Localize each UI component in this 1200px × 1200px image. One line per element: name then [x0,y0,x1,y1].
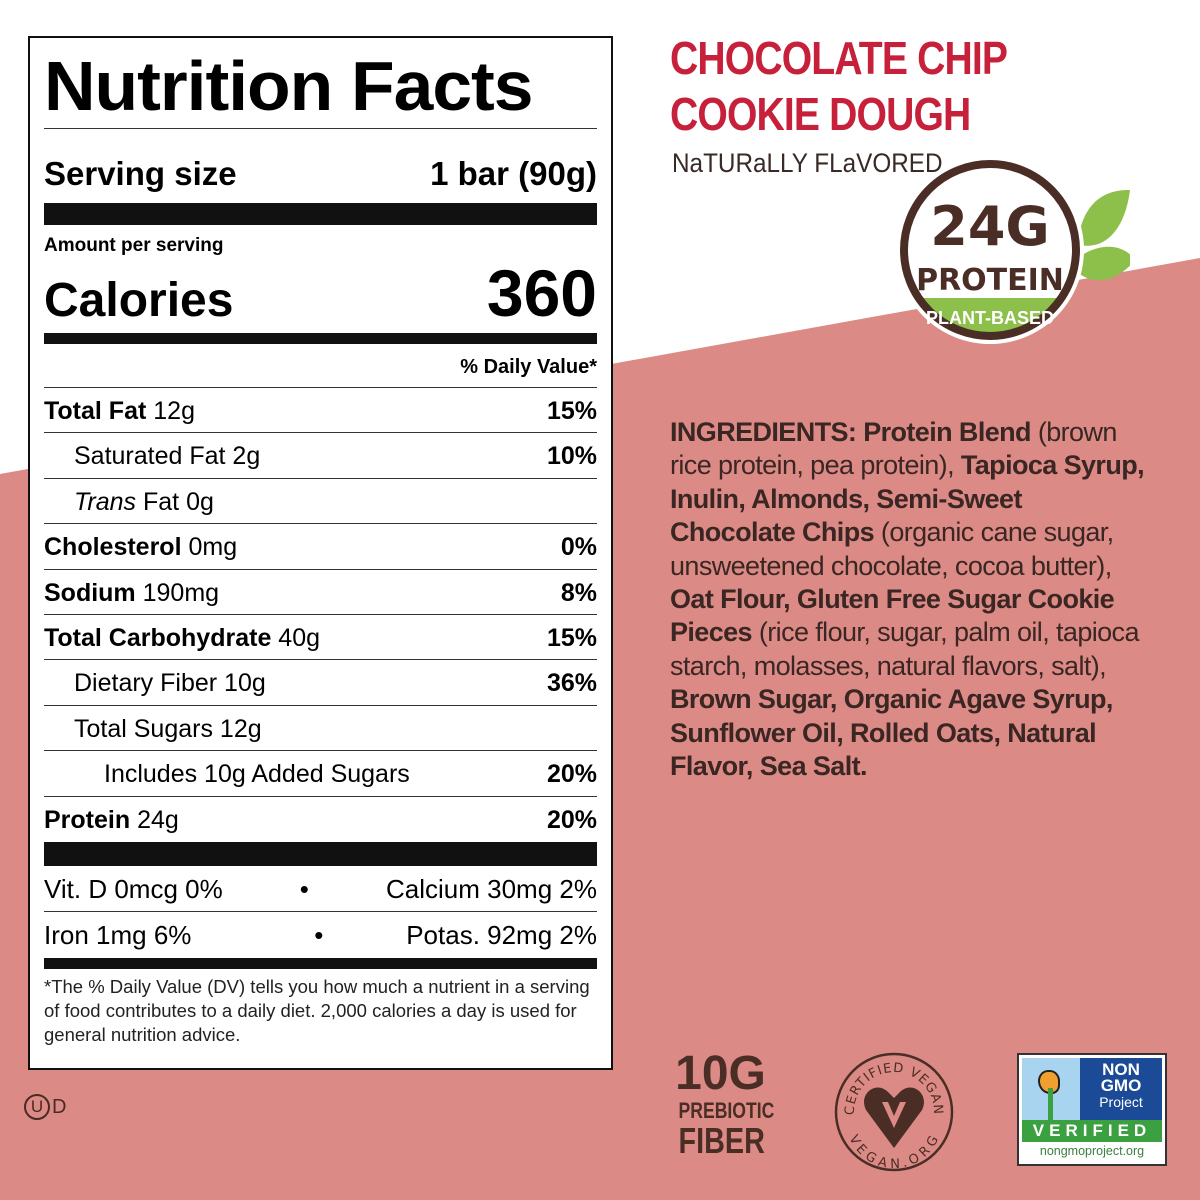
serving-value: 1 bar (90g) [430,155,597,192]
nutrient-row: Total Carbohydrate 40g 15% [44,615,597,661]
ingredients: INGREDIENTS: Protein Blend (brown rice p… [670,417,1145,782]
nutrient-row: Saturated Fat 2g 10% [44,433,597,479]
calories-label: Calories [44,274,234,327]
nutrient-row: Sodium 190mg 8% [44,570,597,615]
certified-vegan-badge: CERTIFIED VEGAN VEGAN.ORG [834,1052,954,1172]
nutrient-row: Trans Fat 0g [44,479,597,525]
nutrient-row: Protein 24g 20% [44,805,597,834]
nutrient-row: Includes 10g Added Sugars 20% [44,751,597,797]
product-title: CHOCOLATE CHIP COOKIE DOUGH [670,32,1008,140]
vitamin-row: Iron 1mg 6% • Potas. 92mg 2% [44,919,597,950]
daily-value-header: % Daily Value* [44,344,597,388]
svg-text:24G: 24G [930,195,1049,258]
nutrient-row: Cholesterol 0mg 0% [44,524,597,570]
vitamin-row: Vit. D 0mcg 0% • Calcium 30mg 2% [44,866,597,912]
nutrient-row: Total Fat 12g 15% [44,388,597,434]
footnote: *The % Daily Value (DV) tells you how mu… [44,975,590,1045]
butterfly-icon [1022,1058,1080,1120]
serving-label: Serving size [44,155,237,192]
nutrient-row: Dietary Fiber 10g 36% [44,660,597,706]
nutrition-title: Nutrition Facts [44,47,534,125]
leaf-icon [1075,190,1130,281]
svg-text:PROTEIN: PROTEIN [916,263,1064,298]
calories-row: Calories 360 [44,257,597,327]
non-gmo-badge: NON GMO Project VERIFIED nongmoproject.org [1017,1053,1167,1166]
serving-size: Serving size 1 bar (90g) [44,155,597,203]
protein-badge: 24G PROTEIN PLANT-BASED [896,156,1130,344]
naturally-flavored: NaTURaLLY FLaVORED [672,148,943,178]
nutrition-facts-panel: Nutrition Facts Serving size 1 bar (90g) … [28,36,613,1070]
svg-text:PLANT-BASED: PLANT-BASED [926,308,1054,328]
calories-value: 360 [486,256,597,330]
fiber-badge: 10G PREBIOTIC FIBER [675,1047,775,1161]
nutrient-row: Total Sugars 12g [44,706,597,752]
amount-per-serving: Amount per serving [44,235,224,256]
